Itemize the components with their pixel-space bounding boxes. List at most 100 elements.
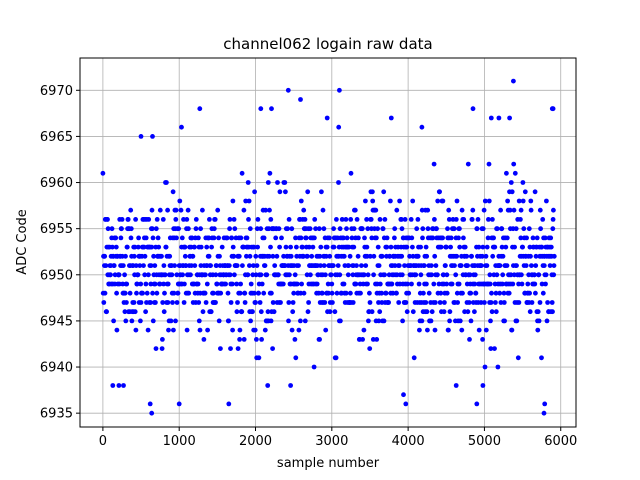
x-tick-label: 2000 (239, 434, 272, 449)
data-point (419, 318, 425, 324)
data-point (330, 300, 335, 305)
data-point (116, 383, 122, 388)
data-point (234, 281, 240, 287)
data-point (195, 281, 201, 287)
data-point (462, 244, 468, 250)
data-point (144, 290, 150, 296)
data-point (516, 281, 521, 287)
data-point (138, 281, 144, 287)
data-point (271, 309, 277, 315)
data-point (537, 300, 543, 305)
data-point (138, 300, 144, 305)
y-tick-label: 6970 (40, 84, 73, 99)
data-point (203, 300, 209, 305)
data-point (171, 327, 176, 333)
data-point (411, 355, 417, 361)
data-point (441, 272, 446, 278)
data-point (301, 253, 306, 259)
data-point (336, 124, 342, 130)
data-point (237, 327, 243, 333)
data-point (198, 244, 204, 250)
data-point (286, 217, 292, 222)
data-point (467, 337, 472, 342)
data-point (468, 290, 474, 296)
data-point (270, 346, 275, 351)
data-point (174, 272, 180, 278)
data-point (142, 272, 148, 278)
data-point (500, 253, 506, 259)
data-point (239, 309, 245, 315)
data-point (435, 272, 440, 278)
data-point (131, 253, 137, 259)
data-point (501, 300, 507, 305)
data-point (494, 226, 500, 232)
data-point (484, 244, 490, 250)
data-point (432, 327, 438, 333)
data-point (169, 272, 175, 278)
data-point (493, 309, 499, 315)
data-point (379, 253, 385, 259)
data-point (253, 272, 259, 278)
data-point (134, 281, 140, 287)
data-point (394, 207, 400, 213)
data-point (354, 217, 360, 222)
data-point (543, 272, 549, 278)
data-point (509, 327, 515, 333)
data-point (301, 207, 307, 213)
data-point (289, 327, 295, 333)
y-tick-label: 6935 (40, 407, 73, 422)
data-point (124, 244, 130, 250)
data-point (105, 217, 110, 222)
data-point (292, 272, 298, 278)
data-point (495, 364, 501, 370)
data-point (476, 244, 482, 250)
data-point (211, 235, 217, 241)
data-point (181, 217, 186, 222)
data-point (246, 217, 251, 222)
data-point (254, 226, 260, 232)
data-point (381, 189, 387, 195)
data-point (448, 235, 454, 241)
data-point (224, 235, 230, 241)
data-point (251, 290, 257, 296)
data-point (202, 290, 208, 296)
data-point (528, 198, 534, 204)
data-point (320, 290, 325, 296)
data-point (211, 226, 217, 232)
data-point (276, 226, 282, 232)
data-point (203, 272, 208, 278)
data-point (470, 106, 476, 112)
data-point (247, 263, 252, 268)
data-point (366, 318, 371, 324)
data-point (499, 244, 505, 250)
data-point (263, 207, 268, 213)
data-point (160, 337, 165, 342)
data-point (215, 207, 221, 213)
data-point (379, 300, 385, 305)
data-point (507, 207, 513, 213)
x-tick-label: 1000 (163, 434, 196, 449)
data-point (190, 253, 196, 259)
data-point (170, 300, 175, 305)
data-point (446, 327, 451, 333)
data-point (503, 244, 509, 250)
data-point (457, 318, 463, 324)
data-point (515, 355, 521, 361)
data-point (228, 300, 234, 305)
data-point (534, 235, 540, 241)
data-point (402, 263, 407, 268)
data-point (533, 253, 539, 259)
data-point (290, 300, 296, 305)
data-point (516, 198, 522, 204)
x-axis-label: sample number (277, 456, 380, 471)
data-point (367, 253, 373, 259)
data-point (361, 327, 367, 333)
data-point (326, 290, 331, 296)
data-point (399, 253, 405, 259)
data-point (551, 272, 557, 278)
data-point (514, 318, 520, 324)
data-point (388, 244, 394, 250)
data-point (186, 226, 191, 232)
data-point (184, 327, 190, 333)
data-point (231, 217, 237, 222)
